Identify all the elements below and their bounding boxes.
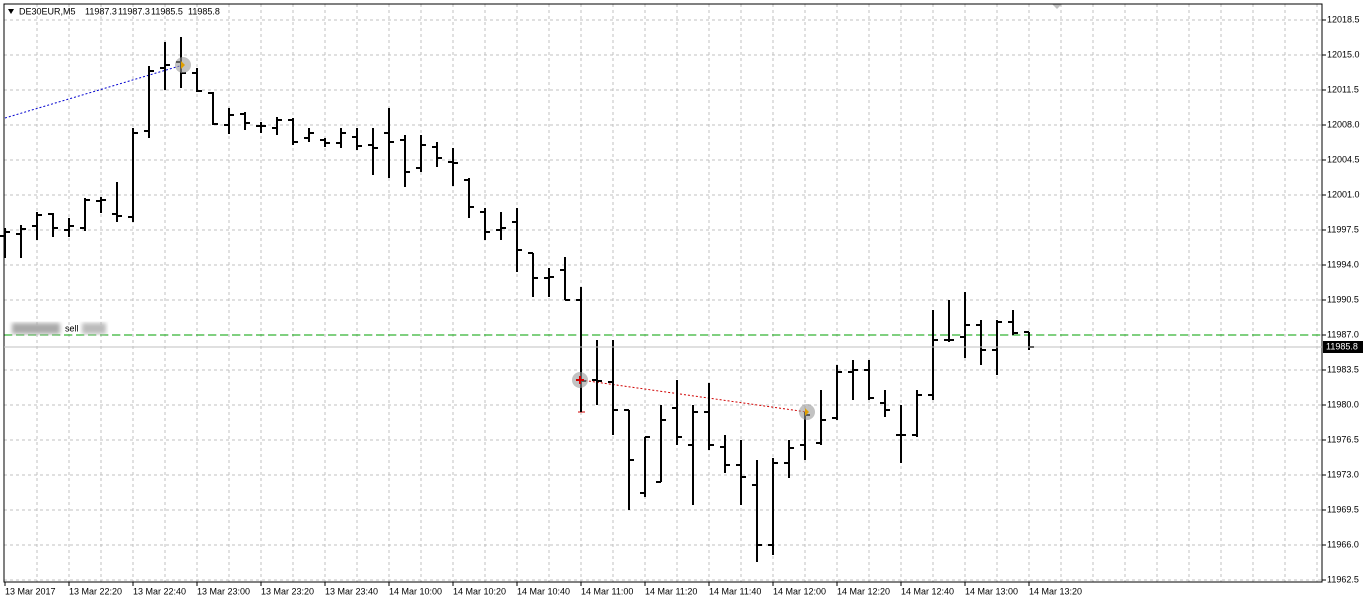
header-high: 11987.3 [118, 6, 150, 16]
x-tick-label: 13 Mar 2017 [5, 586, 56, 596]
y-tick-label: 11980.0 [1327, 399, 1359, 409]
x-tick-label: 14 Mar 11:40 [709, 586, 761, 596]
trade-arrow [181, 61, 185, 69]
bars [0, 37, 1034, 562]
x-tick-label: 13 Mar 23:00 [197, 586, 250, 596]
y-tick-label: 11997.5 [1327, 224, 1359, 234]
trade-arrow [805, 408, 809, 416]
trade-label: sell [65, 323, 79, 333]
x-tick-label: 14 Mar 10:20 [453, 586, 506, 596]
x-tick-label: 14 Mar 12:20 [837, 586, 890, 596]
y-tick-label: 11983.5 [1327, 364, 1359, 374]
trade-line [4, 64, 184, 119]
x-tick-label: 13 Mar 22:20 [69, 586, 122, 596]
y-tick-label: 11976.5 [1327, 434, 1359, 444]
y-tick-label: 12018.5 [1327, 14, 1360, 24]
y-tick-label: 11973.0 [1327, 469, 1359, 479]
y-tick-label: 11994.0 [1327, 259, 1359, 269]
x-tick-label: 13 Mar 22:40 [133, 586, 186, 596]
x-tick-label: 14 Mar 13:00 [965, 586, 1018, 596]
y-tick-label: 12015.0 [1327, 49, 1360, 59]
header-low: 11985.5 [151, 6, 183, 16]
y-tick-label: 12011.5 [1327, 84, 1359, 94]
y-tick-label: 11966.0 [1327, 539, 1359, 549]
y-tick-label: 12001.0 [1327, 189, 1360, 199]
menu-arrow[interactable] [8, 9, 14, 14]
blurred-label [12, 323, 60, 334]
x-tick-label: 14 Mar 10:40 [517, 586, 570, 596]
y-tick-label: 11969.5 [1327, 504, 1359, 514]
shift-marker[interactable] [1052, 4, 1062, 9]
x-tick-label: 14 Mar 13:20 [1029, 586, 1082, 596]
price-tag-label: 11985.8 [1326, 341, 1358, 351]
x-tick-label: 14 Mar 11:00 [581, 586, 633, 596]
price-tag [1323, 341, 1363, 353]
y-tick-label: 12008.0 [1327, 119, 1360, 129]
x-tick-label: 14 Mar 11:20 [645, 586, 697, 596]
blurred-label [82, 323, 106, 334]
x-tick-label: 13 Mar 23:40 [325, 586, 378, 596]
y-tick-label: 11987.0 [1327, 329, 1359, 339]
x-tick-label: 14 Mar 12:00 [773, 586, 826, 596]
x-tick-label: 13 Mar 23:20 [261, 586, 314, 596]
y-tick-label: 11990.5 [1327, 294, 1359, 304]
x-tick-label: 14 Mar 12:40 [901, 586, 954, 596]
chart-title: DE30EUR,M5 [19, 6, 76, 16]
x-tick-label: 14 Mar 10:00 [389, 586, 442, 596]
header-close: 11985.8 [188, 6, 220, 16]
header-open: 11987.3 [85, 6, 117, 16]
y-tick-label: 12004.5 [1327, 154, 1360, 164]
y-tick-label: 11962.5 [1327, 574, 1359, 584]
plot-frame [3, 3, 1323, 583]
trade-arrow [576, 376, 584, 384]
